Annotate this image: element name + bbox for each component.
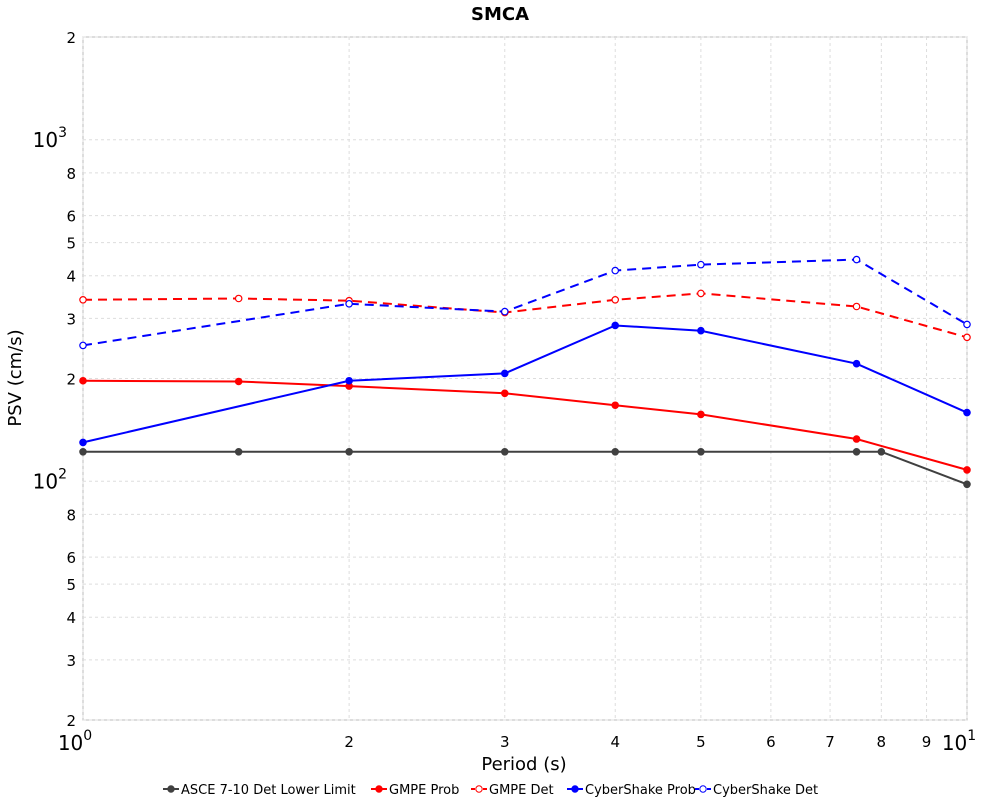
legend-swatch-marker (571, 785, 579, 793)
x-tick-label: 9 (922, 733, 932, 751)
y-tick-label: 103 (33, 125, 67, 152)
y-tick-label: 2 (66, 371, 76, 389)
y-tick-label: 5 (66, 576, 76, 594)
data-point (877, 448, 886, 456)
data-point (345, 376, 353, 385)
x-tick-label: 2 (344, 733, 354, 751)
y-tick-label: 2 (66, 29, 76, 47)
data-point (852, 255, 861, 264)
y-tick-label: 5 (66, 235, 76, 253)
y-tick-label: 2 (66, 712, 76, 730)
y-tick-label: 8 (66, 506, 76, 524)
y-axis-label: PSV (cm/s) (5, 329, 26, 426)
data-point (963, 320, 971, 329)
y-tick-label: 6 (66, 208, 76, 226)
legend-entry: CyberShake Det (713, 783, 818, 798)
data-point (500, 369, 509, 378)
legend-swatch-marker (375, 785, 383, 793)
y-tick-label: 8 (66, 165, 76, 183)
data-point (611, 448, 620, 456)
data-point (852, 359, 861, 368)
x-tick-label: 100 (58, 728, 92, 755)
chart-title: SMCA (471, 4, 529, 25)
x-tick-label: 6 (766, 733, 776, 751)
x-tick-label: 3 (500, 733, 510, 751)
series-line (82, 379, 968, 471)
data-point (697, 410, 705, 419)
data-point (79, 376, 87, 385)
data-point (234, 377, 243, 386)
x-tick-label: 8 (877, 733, 887, 751)
legend-swatch-marker (699, 785, 707, 793)
legend-entry: GMPE Prob (389, 783, 459, 798)
data-point (852, 302, 861, 311)
data-point (611, 321, 620, 330)
data-point (852, 448, 861, 456)
data-point (79, 448, 87, 456)
data-point (500, 389, 509, 398)
x-tick-label: 101 (942, 728, 976, 755)
data-point (963, 333, 971, 342)
data-point (234, 294, 243, 303)
data-point (611, 296, 620, 304)
y-tick-label: 102 (33, 466, 67, 493)
data-point (963, 466, 971, 474)
legend-swatch-marker (167, 785, 175, 793)
data-point (963, 480, 971, 489)
x-axis-label: Period (s) (481, 754, 566, 775)
x-tick-label: 5 (696, 733, 706, 751)
data-point (234, 448, 243, 456)
legend-entry: CyberShake Prob (585, 783, 696, 798)
y-tick-label: 3 (66, 310, 76, 328)
legend-entry: GMPE Det (489, 783, 554, 798)
x-tick-label: 4 (610, 733, 620, 751)
data-point (697, 289, 705, 298)
data-point (345, 448, 353, 456)
y-tick-label: 6 (66, 549, 76, 567)
data-point (611, 401, 620, 410)
data-point (500, 307, 509, 316)
data-point (963, 408, 971, 417)
data-point (500, 448, 509, 456)
legend-entry: ASCE 7-10 Det Lower Limit (181, 783, 356, 798)
data-point (697, 260, 705, 269)
legend-swatch-marker (475, 785, 483, 793)
y-tick-label: 3 (66, 652, 76, 670)
data-point (852, 435, 861, 443)
y-tick-label: 4 (66, 268, 76, 286)
data-point (697, 326, 705, 335)
data-point (79, 341, 87, 350)
plot-area (82, 36, 968, 721)
data-point (79, 438, 87, 447)
data-point (79, 296, 87, 304)
x-tick-label: 7 (825, 733, 835, 751)
y-tick-label: 4 (66, 609, 76, 627)
data-point (345, 299, 353, 308)
data-point (611, 266, 620, 275)
data-point (697, 448, 705, 456)
